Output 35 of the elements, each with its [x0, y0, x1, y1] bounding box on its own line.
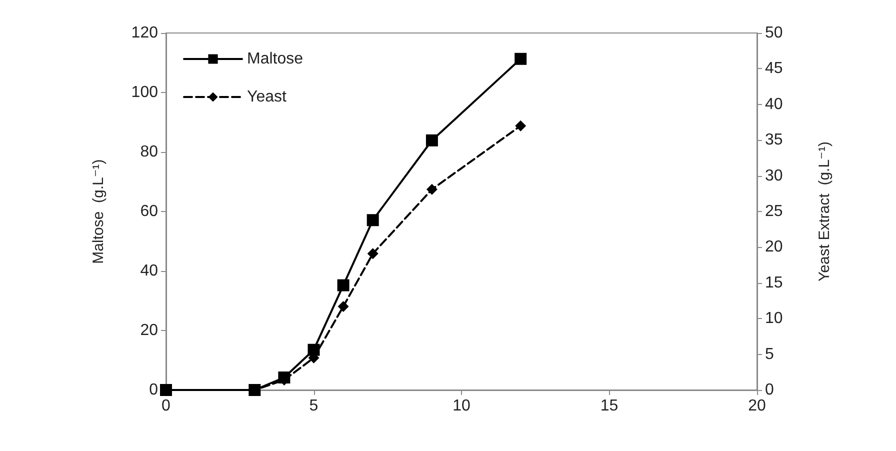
- y2-tick-label: 50: [765, 24, 783, 42]
- point: [367, 248, 378, 260]
- point: [515, 120, 526, 132]
- y2-tick-label: 10: [765, 310, 783, 328]
- x-tick-label: 15: [600, 398, 618, 414]
- x-tick-label: 10: [452, 398, 470, 414]
- y2-tick-label: 45: [765, 60, 783, 78]
- legend-label: Maltose: [247, 50, 304, 68]
- y2-tick-label: 5: [765, 346, 774, 363]
- point: [426, 134, 438, 146]
- y2-tick-label: 30: [765, 167, 783, 184]
- point: [366, 214, 379, 226]
- point: [514, 52, 527, 65]
- legend-label: Yeast: [247, 88, 287, 106]
- y-axis-title: Maltose (g.L⁻¹): [90, 159, 107, 264]
- point: [337, 279, 350, 292]
- y-tick-label: 120: [131, 24, 158, 42]
- y-tick-label: 20: [140, 322, 158, 339]
- y2-tick-label: 0: [765, 382, 774, 398]
- point: [338, 300, 349, 312]
- y-tick-label: 60: [140, 203, 158, 220]
- y-tick-label: 40: [140, 262, 158, 280]
- y2-tick-label: 25: [765, 203, 783, 220]
- y2-tick-label: 40: [765, 96, 783, 113]
- y2-tick-label: 35: [765, 132, 783, 149]
- y2-axis-title: Yeast Extract (g.L⁻¹): [816, 142, 833, 282]
- y-tick-label: 100: [131, 84, 158, 101]
- x-tick-label: 0: [162, 398, 171, 414]
- y-tick-label: 0: [149, 382, 158, 398]
- x-tick-label: 20: [748, 398, 766, 414]
- x-tick-label: 5: [309, 398, 318, 414]
- point: [426, 184, 438, 195]
- y-tick-label: 80: [140, 144, 158, 160]
- y2-tick-label: 20: [765, 238, 783, 256]
- y2-tick-label: 15: [765, 274, 783, 292]
